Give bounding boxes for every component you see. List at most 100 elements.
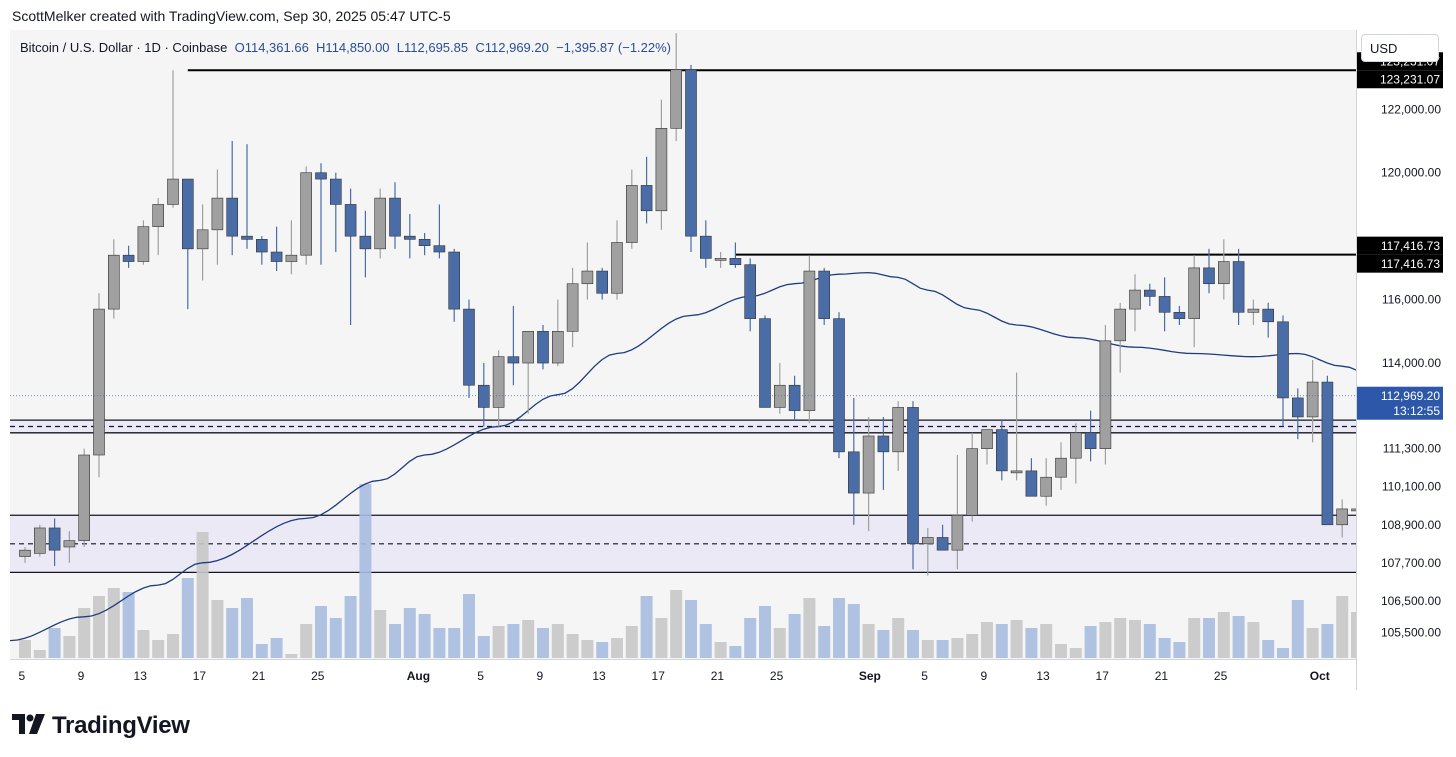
candle-body[interactable] [847,451,860,494]
candle-body[interactable] [344,204,357,237]
price-axis[interactable]: 122,000.00 120,000.00 116,000.00 114,000.00… [1357,30,1447,690]
candle-body[interactable] [981,429,993,449]
candle-body[interactable] [433,245,446,253]
candle-body[interactable] [256,239,268,253]
candle-body[interactable] [300,172,313,256]
candle-body[interactable] [1306,381,1319,418]
candle-body[interactable] [403,235,416,240]
candle-body[interactable] [389,197,401,237]
candle-body[interactable] [1321,381,1334,526]
candle-body[interactable] [463,308,475,386]
candle-body[interactable] [537,331,549,364]
candle-body[interactable] [729,258,742,266]
candle-body[interactable] [1129,289,1141,310]
candle-body[interactable] [714,258,727,261]
candle-body[interactable] [596,270,609,294]
candle-body[interactable] [137,226,150,262]
candle-body[interactable] [315,172,327,180]
candle-body[interactable] [936,537,949,551]
candle-body[interactable] [78,454,90,541]
time-scale[interactable]: 5 9 13 17 21 25 Aug 5 9 13 17 21 25 Sep 5 9 13 17 21 25 Oct [10,659,1356,691]
candle-body[interactable] [995,429,1008,472]
candle-body[interactable] [329,178,342,205]
candle-body[interactable] [19,549,31,557]
candle-body[interactable] [581,270,594,285]
candle-body[interactable] [1025,470,1038,497]
candle-body[interactable] [108,254,120,310]
candle-body[interactable] [226,197,238,237]
candle-body[interactable] [1114,308,1126,342]
candle-body[interactable] [285,254,298,262]
candle-body[interactable] [359,235,372,250]
candle-body[interactable] [1084,432,1097,449]
candle-body[interactable] [374,197,387,250]
candle-body[interactable] [1277,321,1289,399]
candle-body[interactable] [477,384,490,408]
candle-body[interactable] [1010,470,1023,474]
candle-body[interactable] [551,331,564,364]
candle-body[interactable] [122,254,135,262]
candle-body[interactable] [1351,508,1357,512]
currency-button[interactable]: USD [1361,34,1439,62]
candle-body[interactable] [418,239,431,246]
candle-body[interactable] [877,435,890,453]
candle-body[interactable] [892,407,905,453]
zone-band-1[interactable] [10,515,1356,573]
symbol-name[interactable]: Bitcoin / U.S. Dollar · 1D · Coinbase [20,40,228,55]
price-plot[interactable] [10,30,1356,658]
candle-body[interactable] [566,283,579,332]
candle-body[interactable] [1336,508,1348,526]
candle-body[interactable] [241,235,253,240]
candle-body[interactable] [1292,397,1304,418]
candle-body[interactable] [1144,289,1156,297]
candle-body[interactable] [907,407,919,545]
candle-body[interactable] [1158,296,1171,313]
time-axis[interactable]: 5 9 13 17 21 25 Aug 5 9 13 17 21 25 Sep 5 9 13 17 21 25 Oct [10,660,1356,691]
candle-body[interactable] [1247,308,1260,313]
candle-body[interactable] [773,384,786,408]
candle-body[interactable] [625,185,638,243]
candle-body[interactable] [492,356,505,408]
candle-body[interactable] [951,514,964,551]
candle-body[interactable] [448,251,461,310]
zone-band-0[interactable] [10,420,1356,433]
candle-body[interactable] [655,128,668,212]
candle-body[interactable] [1070,432,1082,459]
candle-body[interactable] [640,185,653,212]
candle-body[interactable] [1218,261,1230,285]
candle-body[interactable] [48,527,61,551]
candle-body[interactable] [788,384,801,411]
candle-body[interactable] [611,242,623,294]
moving-average-line[interactable] [10,271,1356,642]
candle-body[interactable] [211,197,224,231]
candle-body[interactable] [93,308,105,456]
candle-body[interactable] [507,356,520,364]
candle-body[interactable] [1203,267,1215,285]
candle-body[interactable] [167,178,179,205]
candle-body[interactable] [759,318,771,408]
candle-body[interactable] [270,251,283,262]
candle-body[interactable] [803,270,816,411]
candle-body[interactable] [152,204,164,227]
candle-body[interactable] [1099,340,1112,449]
candle-body[interactable] [818,270,831,319]
candle-body[interactable] [1188,267,1200,319]
candle-body[interactable] [522,331,535,364]
candle-body[interactable] [1173,311,1186,319]
candle-body[interactable] [744,264,757,319]
candle-body[interactable] [1055,457,1067,478]
candle-body[interactable] [699,235,712,259]
candle-body[interactable] [182,178,194,250]
candle-body[interactable] [833,318,845,453]
price-scale[interactable]: 122,000.00 120,000.00 116,000.00 114,000.00… [1356,30,1447,690]
candle-body[interactable] [1262,308,1274,323]
candle-body[interactable] [966,448,979,516]
candle-body[interactable] [196,229,209,250]
candle-body[interactable] [33,527,46,554]
candle-body[interactable] [862,435,875,494]
candle-body[interactable] [685,69,697,237]
candle-body[interactable] [670,69,683,129]
candle-body[interactable] [1232,261,1245,313]
candle-body[interactable] [63,540,76,548]
candle-body[interactable] [921,537,934,545]
